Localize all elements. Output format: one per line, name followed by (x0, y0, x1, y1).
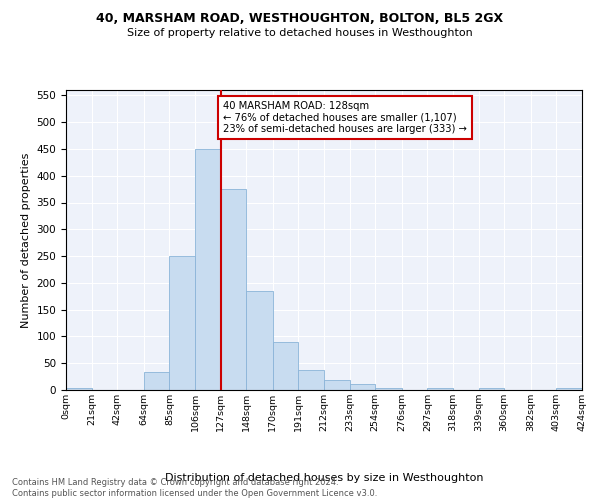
Bar (556, 388, 582, 390)
Text: Size of property relative to detached houses in Westhoughton: Size of property relative to detached ho… (127, 28, 473, 38)
X-axis label: Distribution of detached houses by size in Westhoughton: Distribution of detached houses by size … (165, 473, 483, 483)
Bar (298, 370, 324, 390)
Bar (273, 342, 298, 390)
Bar (427, 388, 453, 390)
Bar (169, 256, 195, 390)
Bar (66, 388, 92, 390)
Bar (195, 149, 221, 390)
Y-axis label: Number of detached properties: Number of detached properties (21, 152, 31, 328)
Text: 40, MARSHAM ROAD, WESTHOUGHTON, BOLTON, BL5 2GX: 40, MARSHAM ROAD, WESTHOUGHTON, BOLTON, … (97, 12, 503, 26)
Bar (350, 384, 375, 390)
Bar (246, 291, 273, 390)
Bar (375, 388, 402, 390)
Bar (479, 388, 504, 390)
Bar (324, 380, 350, 390)
Text: Contains HM Land Registry data © Crown copyright and database right 2024.
Contai: Contains HM Land Registry data © Crown c… (12, 478, 377, 498)
Bar (144, 372, 169, 390)
Bar (221, 189, 246, 390)
Text: 40 MARSHAM ROAD: 128sqm
← 76% of detached houses are smaller (1,107)
23% of semi: 40 MARSHAM ROAD: 128sqm ← 76% of detache… (223, 100, 467, 134)
